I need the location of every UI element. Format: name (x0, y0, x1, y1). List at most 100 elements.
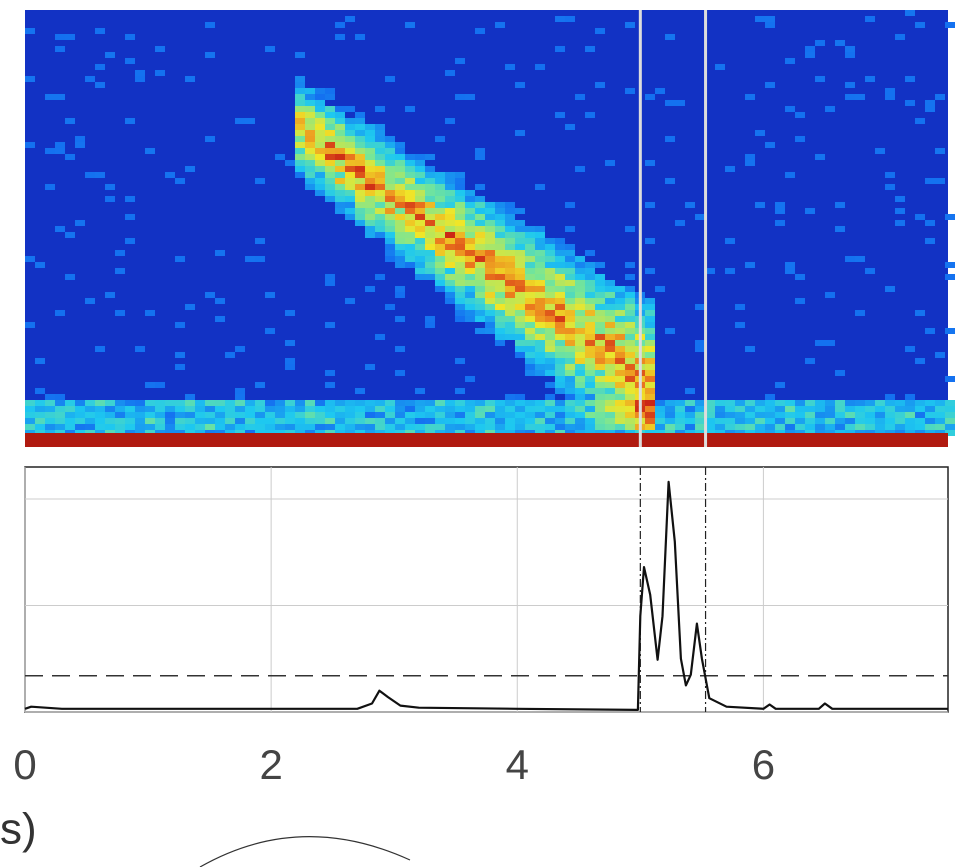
spec-cell (275, 412, 285, 418)
spec-cell (295, 154, 305, 160)
spec-cell (395, 316, 405, 322)
spec-cell (455, 208, 465, 214)
spec-cell (245, 418, 255, 424)
spec-cell (305, 112, 315, 118)
spec-cell (35, 388, 45, 394)
spec-cell (615, 298, 625, 304)
spec-cell (645, 322, 655, 328)
spec-cell (65, 274, 75, 280)
spec-cell (385, 220, 395, 226)
spec-cell (455, 232, 465, 238)
spec-cell (345, 166, 355, 172)
spec-cell (375, 130, 385, 136)
spec-cell (855, 424, 865, 430)
spec-cell (305, 418, 315, 424)
spec-cell (595, 400, 605, 406)
spec-cell (475, 256, 485, 262)
spec-cell (905, 412, 915, 418)
spec-cell (755, 424, 765, 430)
spec-cell (285, 160, 295, 166)
spec-cell (415, 160, 425, 166)
spec-cell (405, 262, 415, 268)
spec-cell (735, 412, 745, 418)
spec-cell (75, 412, 85, 418)
spec-cell (175, 424, 185, 430)
spec-cell (345, 136, 355, 142)
spec-cell (475, 184, 485, 190)
spec-cell (885, 184, 895, 190)
spec-cell (305, 94, 315, 100)
spec-cell (255, 424, 265, 430)
spec-cell (615, 358, 625, 364)
spec-cell (605, 346, 615, 352)
spec-cell (505, 394, 515, 400)
spec-cell (485, 412, 495, 418)
spec-cell (465, 232, 475, 238)
spec-cell (675, 400, 685, 406)
spec-cell (445, 298, 455, 304)
spec-cell (545, 334, 555, 340)
spec-cell (575, 370, 585, 376)
spec-cell (455, 304, 465, 310)
spec-cell (895, 412, 905, 418)
spec-cell (55, 226, 65, 232)
spec-cell (425, 274, 435, 280)
spec-cell (125, 412, 135, 418)
spec-cell (545, 316, 555, 322)
spec-cell (505, 250, 515, 256)
spec-cell (615, 316, 625, 322)
spec-cell (835, 400, 845, 406)
spec-cell (845, 82, 855, 88)
spec-cell (295, 148, 305, 154)
spec-cell (465, 238, 475, 244)
spec-cell (455, 178, 465, 184)
spec-cell (575, 418, 585, 424)
spec-cell (345, 124, 355, 130)
spec-cell (435, 136, 445, 142)
spec-cell (395, 256, 405, 262)
spec-cell (805, 358, 815, 364)
spec-cell (505, 268, 515, 274)
spec-cell (385, 232, 395, 238)
spec-cell (655, 88, 665, 94)
spec-cell (445, 424, 455, 430)
spec-cell (335, 154, 345, 160)
spec-cell (585, 328, 595, 334)
spec-cell (545, 262, 555, 268)
spec-cell (355, 124, 365, 130)
x-axis-label: s) (0, 805, 37, 854)
spec-cell (415, 256, 425, 262)
spec-cell (315, 148, 325, 154)
spec-cell (75, 142, 85, 148)
spec-cell (365, 286, 375, 292)
spec-cell (865, 268, 875, 274)
spec-cell (785, 424, 795, 430)
spec-cell (485, 268, 495, 274)
spec-cell (695, 418, 705, 424)
spec-cell (285, 418, 295, 424)
spec-cell (355, 214, 365, 220)
spec-cell (745, 154, 755, 160)
spec-cell (385, 190, 395, 196)
spec-cell (525, 244, 535, 250)
spec-cell (365, 142, 375, 148)
spec-cell (625, 358, 635, 364)
spec-cell (325, 94, 335, 100)
spec-cell (565, 364, 575, 370)
spec-cell (805, 412, 815, 418)
spec-cell (305, 148, 315, 154)
spec-cell (915, 424, 925, 430)
spec-cell (555, 46, 565, 52)
spec-cell (585, 322, 595, 328)
spec-cell (305, 406, 315, 412)
spec-cell (795, 406, 805, 412)
spec-cell (335, 172, 345, 178)
spec-cell (295, 412, 305, 418)
spectrogram (25, 10, 955, 447)
spec-cell (445, 286, 455, 292)
spec-cell (855, 400, 865, 406)
spec-cell (565, 328, 575, 334)
spec-cell (365, 196, 375, 202)
spec-cell (505, 202, 515, 208)
